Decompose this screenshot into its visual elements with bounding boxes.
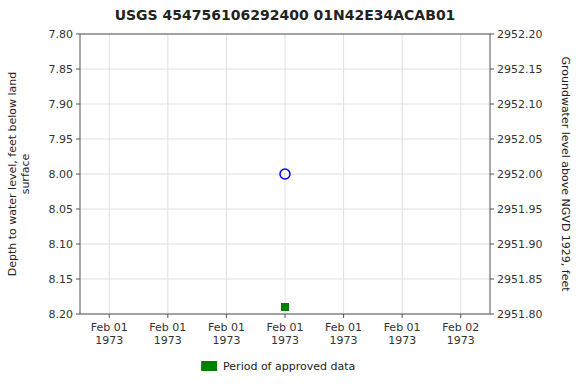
plot-frame bbox=[80, 34, 490, 314]
tick-mark bbox=[76, 69, 80, 70]
tick-label: 8.05 bbox=[49, 203, 74, 216]
point-square bbox=[281, 303, 289, 311]
tick-label-line: 1973 bbox=[447, 334, 475, 347]
tick-mark bbox=[76, 174, 80, 175]
point-open-circle bbox=[280, 169, 290, 179]
tick-mark bbox=[167, 314, 168, 318]
tick-mark bbox=[76, 279, 80, 280]
tick-label: Feb 011973 bbox=[91, 321, 128, 347]
tick-label: Feb 011973 bbox=[267, 321, 304, 347]
tick-mark bbox=[285, 314, 286, 318]
tick-mark bbox=[490, 104, 494, 105]
tick-label: Feb 011973 bbox=[384, 321, 421, 347]
tick-label-line: Feb 01 bbox=[325, 321, 362, 334]
tick-label: 8.15 bbox=[49, 273, 74, 286]
grid-line bbox=[343, 34, 344, 314]
axes: 7.80 7.85 7.90 7.95 8.00 8.05 8.10 8.15 8.20 2951… bbox=[49, 28, 543, 347]
tick-label: 7.90 bbox=[49, 98, 74, 111]
tick-mark bbox=[76, 244, 80, 245]
tick-label-line: Feb 01 bbox=[384, 321, 421, 334]
tick-label: 2952.10 bbox=[497, 98, 543, 111]
tick-label: 7.95 bbox=[49, 133, 74, 146]
tick-label: 2951.85 bbox=[497, 273, 543, 286]
grid-line bbox=[460, 34, 461, 314]
tick-label: 2952.00 bbox=[497, 168, 543, 181]
tick-label: 2952.20 bbox=[497, 28, 543, 41]
tick-label: 7.80 bbox=[49, 28, 74, 41]
legend-swatch bbox=[201, 361, 217, 371]
tick-mark bbox=[490, 244, 494, 245]
tick-label: 2952.05 bbox=[497, 133, 543, 146]
y2-axis-label: Groundwater level above NGVD 1929, feet bbox=[559, 56, 572, 292]
tick-mark bbox=[490, 174, 494, 175]
tick-mark bbox=[490, 69, 494, 70]
legend-label: Period of approved data bbox=[223, 360, 355, 373]
grid-line bbox=[109, 34, 110, 314]
tick-label: Feb 011973 bbox=[325, 321, 362, 347]
tick-label: 2952.15 bbox=[497, 63, 543, 76]
tick-mark bbox=[76, 139, 80, 140]
y-axis-label: surface bbox=[19, 153, 32, 194]
tick-mark bbox=[490, 209, 494, 210]
marks bbox=[280, 169, 290, 311]
grid bbox=[80, 34, 490, 314]
tick-label: 8.00 bbox=[49, 168, 74, 181]
tick-mark bbox=[109, 314, 110, 318]
tick-mark bbox=[490, 139, 494, 140]
tick-mark bbox=[76, 209, 80, 210]
tick-label: 2951.95 bbox=[497, 203, 543, 216]
tick-mark bbox=[402, 314, 403, 318]
chart: 7.80 7.85 7.90 7.95 8.00 8.05 8.10 8.15 8.20 2951… bbox=[0, 0, 576, 384]
tick-label-line: 1973 bbox=[154, 334, 182, 347]
tick-label: 2951.90 bbox=[497, 238, 543, 251]
tick-label-line: Feb 01 bbox=[149, 321, 186, 334]
tick-label-line: 1973 bbox=[271, 334, 299, 347]
tick-label-line: Feb 01 bbox=[208, 321, 245, 334]
grid-line bbox=[226, 34, 227, 314]
title: USGS 454756106292400 01N42E34ACAB01 bbox=[115, 7, 456, 23]
tick-mark bbox=[76, 104, 80, 105]
grid-line bbox=[402, 34, 403, 314]
tick-label-line: 1973 bbox=[330, 334, 358, 347]
tick-mark bbox=[76, 34, 80, 35]
background bbox=[0, 0, 576, 384]
tick-mark bbox=[490, 279, 494, 280]
y-axis-label: Depth to water level, feet below land bbox=[6, 72, 19, 277]
tick-label-line: 1973 bbox=[388, 334, 416, 347]
tick-label: 8.20 bbox=[49, 308, 74, 321]
tick-label-line: Feb 01 bbox=[91, 321, 128, 334]
tick-label: 8.10 bbox=[49, 238, 74, 251]
tick-mark bbox=[76, 314, 80, 315]
tick-label: 2951.80 bbox=[497, 308, 543, 321]
tick-label: Feb 011973 bbox=[208, 321, 245, 347]
tick-mark bbox=[490, 314, 494, 315]
legend: Period of approved data bbox=[201, 360, 355, 373]
tick-mark bbox=[460, 314, 461, 318]
tick-mark bbox=[226, 314, 227, 318]
tick-label: 7.85 bbox=[49, 63, 74, 76]
tick-label: Feb 021973 bbox=[442, 321, 479, 347]
tick-label-line: 1973 bbox=[95, 334, 123, 347]
tick-mark bbox=[343, 314, 344, 318]
tick-label-line: 1973 bbox=[212, 334, 240, 347]
tick-mark bbox=[490, 34, 494, 35]
tick-label-line: Feb 01 bbox=[267, 321, 304, 334]
tick-label-line: Feb 02 bbox=[442, 321, 479, 334]
grid-line bbox=[285, 34, 286, 314]
grid-line bbox=[167, 34, 168, 314]
tick-label: Feb 011973 bbox=[149, 321, 186, 347]
